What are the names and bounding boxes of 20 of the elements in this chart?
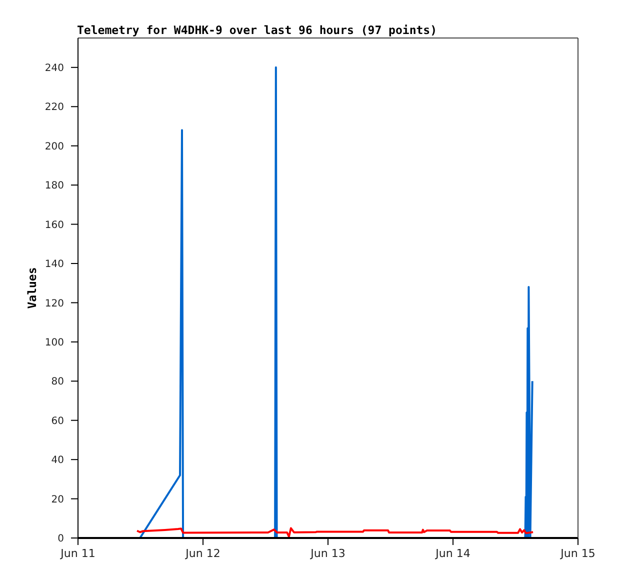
- y-tick-label: 60: [51, 416, 64, 427]
- y-tick-label: 200: [44, 141, 64, 152]
- x-tick-label: Jun 14: [434, 546, 470, 560]
- y-tick-label: 220: [44, 102, 64, 114]
- y-tick-label: 140: [44, 259, 64, 270]
- y-tick-label: 100: [44, 337, 64, 348]
- x-tick-label: Jun 12: [184, 546, 220, 560]
- y-tick-label: 20: [51, 494, 64, 506]
- y-tick-label: 160: [44, 220, 64, 231]
- y-tick-label: 240: [44, 62, 64, 74]
- y-tick-label: 40: [51, 455, 64, 466]
- y-axis-title: Values: [25, 267, 39, 309]
- chart-title: Telemetry for W4DHK-9 over last 96 hours (97 points): [77, 23, 438, 37]
- x-tick-label: Jun 11: [60, 546, 96, 560]
- y-tick-label: 120: [44, 298, 64, 310]
- y-tick-label: 0: [58, 534, 64, 545]
- x-tick-label: Jun 13: [310, 546, 346, 560]
- y-tick-label: 80: [51, 376, 64, 388]
- x-tick-label: Jun 15: [560, 546, 596, 560]
- y-tick-label: 180: [44, 180, 64, 192]
